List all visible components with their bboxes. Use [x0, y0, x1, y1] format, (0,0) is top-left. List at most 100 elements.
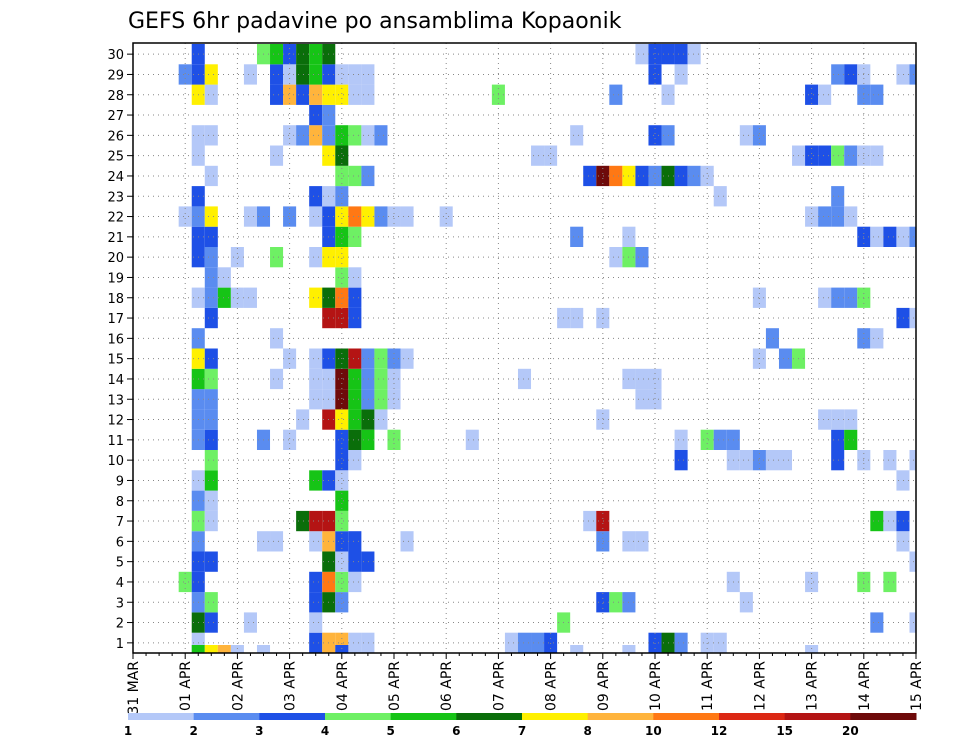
x-tick-label: 14 APR: [857, 661, 873, 711]
heatmap-cell: [335, 551, 349, 572]
heatmap-cell: [831, 186, 845, 207]
legend-label: 8: [583, 724, 591, 738]
heatmap-cell: [204, 165, 218, 187]
heatmap-cell: [348, 409, 362, 430]
heatmap-cell: [883, 226, 897, 247]
heatmap-cell: [361, 409, 375, 430]
heatmap-cell: [805, 145, 819, 166]
x-tick-label: 04 APR: [335, 661, 351, 711]
heatmap-cell: [309, 632, 323, 653]
heatmap-cell: [635, 247, 649, 268]
heatmap-cell: [361, 551, 375, 572]
heatmap-cell: [309, 368, 323, 390]
heatmap-cell: [570, 645, 584, 653]
y-tick-label: 28: [107, 89, 124, 104]
heatmap-cell: [674, 44, 688, 65]
heatmap-cell: [283, 206, 297, 227]
y-tick-label: 30: [107, 48, 124, 63]
heatmap-cell: [739, 125, 753, 146]
heatmap-cell: [335, 287, 349, 308]
y-tick-label: 22: [107, 211, 124, 226]
heatmap-cell: [270, 44, 284, 65]
heatmap-cell: [544, 145, 558, 166]
y-tick-label: 17: [107, 312, 124, 327]
heatmap-cell: [335, 429, 349, 450]
heatmap-cell: [374, 125, 388, 146]
heatmap-cell: [204, 267, 218, 288]
heatmap-cell: [361, 389, 375, 410]
heatmap-cell: [635, 389, 649, 410]
heatmap-cell: [335, 64, 349, 85]
heatmap-cell: [583, 510, 597, 532]
heatmap-cell: [544, 632, 558, 653]
heatmap-cell: [335, 267, 349, 288]
heatmap-cell: [204, 592, 218, 613]
heatmap-cell: [204, 368, 218, 390]
x-tick-label: 09 APR: [596, 661, 612, 711]
heatmap-cell: [309, 470, 323, 491]
heatmap-cell: [309, 531, 323, 552]
heatmap-cell: [309, 348, 323, 369]
heatmap-cell: [296, 409, 310, 430]
y-tick-label: 8: [116, 495, 124, 510]
heatmap-cell: [818, 145, 832, 166]
heatmap-cell: [296, 44, 310, 65]
heatmap-gridlines: [133, 43, 916, 653]
heatmap-cell: [335, 510, 349, 532]
heatmap-cell: [243, 612, 257, 633]
heatmap-cell: [752, 287, 766, 308]
heatmap-cell: [870, 510, 884, 532]
heatmap-cell: [870, 226, 884, 247]
legend-label: 6: [452, 724, 460, 738]
heatmap-cell: [778, 348, 793, 369]
heatmap-cell: [243, 287, 257, 308]
heatmap-cell: [909, 612, 916, 633]
heatmap-cell: [531, 632, 545, 653]
heatmap-cell: [674, 165, 688, 187]
heatmap-cell: [361, 206, 375, 227]
legend-label: 3: [255, 724, 263, 738]
legend-label: 7: [518, 724, 526, 738]
heatmap-cell: [700, 165, 714, 187]
y-tick-label: 4: [116, 576, 124, 591]
heatmap-cell: [909, 551, 916, 572]
y-tick-label: 2: [116, 617, 124, 632]
heatmap-cell: [270, 84, 284, 105]
heatmap-cell: [883, 450, 897, 471]
y-tick-label: 23: [107, 190, 124, 205]
heatmap-cell: [765, 328, 779, 349]
y-tick-label: 26: [107, 129, 124, 144]
heatmap-cell: [335, 571, 349, 593]
heatmap-cell: [309, 612, 323, 633]
heatmap-cell: [270, 247, 284, 268]
y-tick-label: 15: [107, 353, 124, 368]
heatmap-cell: [230, 247, 244, 268]
heatmap-cell: [831, 409, 845, 430]
legend-label: 15: [776, 724, 793, 738]
heatmap-cell: [844, 145, 858, 166]
heatmap-cell: [204, 348, 218, 369]
heatmap-cell: [348, 348, 362, 369]
x-tick-label: 15 APR: [909, 661, 925, 711]
y-tick-label: 20: [107, 251, 124, 266]
heatmap-cell: [348, 450, 362, 471]
heatmap-cell: [517, 368, 532, 390]
heatmap-cell: [348, 389, 362, 410]
heatmap-cell: [400, 348, 414, 369]
heatmap-cell: [335, 470, 349, 491]
heatmap-cell: [674, 450, 688, 471]
heatmap-cell: [348, 64, 362, 85]
heatmap-cell: [570, 125, 584, 146]
y-tick-label: 25: [107, 150, 124, 165]
heatmap-cell: [635, 368, 649, 390]
heatmap-cell: [204, 247, 218, 268]
heatmap-cell: [204, 450, 218, 471]
heatmap-cell: [204, 226, 218, 247]
heatmap-cell: [674, 64, 688, 85]
heatmap-cell: [374, 206, 388, 227]
heatmap-cell: [361, 64, 375, 85]
heatmap-cell: [883, 510, 897, 532]
heatmap-cell: [230, 287, 244, 308]
heatmap-cell: [400, 531, 414, 552]
